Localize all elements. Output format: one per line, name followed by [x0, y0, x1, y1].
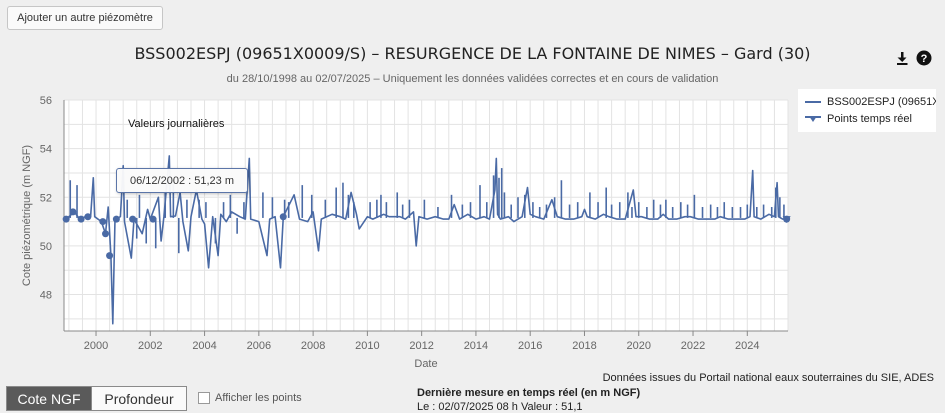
chart-annotation: Valeurs journalières — [128, 118, 225, 130]
x-axis-title: Date — [414, 358, 437, 370]
help-icon[interactable]: ? — [916, 50, 932, 66]
legend-series-label: BSS002ESPJ (09651X0009/S) — [827, 96, 936, 108]
x-tick-label: 2020 — [627, 340, 651, 352]
last-measure-value: Le : 02/07/2025 08 h Valeur : 51,1 — [417, 401, 583, 413]
y-tick-label: 54 — [40, 144, 52, 156]
y-axis-title: Cote piézométrique (m NGF) — [21, 145, 33, 286]
last-measure-label: Dernière mesure en temps réel (en m NGF) — [417, 387, 641, 399]
realtime-point — [62, 215, 70, 223]
x-tick-label: 2000 — [84, 340, 108, 352]
profondeur-button[interactable]: Profondeur — [91, 387, 186, 410]
x-tick-label: 2006 — [247, 340, 271, 352]
realtime-point — [102, 230, 110, 238]
x-tick-label: 2002 — [138, 340, 162, 352]
y-tick-label: 50 — [40, 241, 52, 253]
x-tick-label: 2014 — [464, 340, 488, 352]
download-icon[interactable] — [894, 50, 910, 66]
last-point-marker — [782, 216, 791, 224]
legend-points-label: Points temps réel — [827, 113, 912, 125]
realtime-point — [99, 218, 107, 226]
realtime-point — [279, 213, 287, 221]
y-tick-label: 52 — [40, 192, 52, 204]
svg-text:?: ? — [921, 53, 928, 65]
x-tick-label: 2022 — [681, 340, 705, 352]
x-tick-label: 2012 — [409, 340, 433, 352]
chart-subtitle: du 28/10/1998 au 02/07/2025 – Uniquement… — [226, 73, 719, 85]
x-tick-label: 2010 — [355, 340, 379, 352]
realtime-point — [112, 215, 120, 223]
series-line — [63, 155, 788, 325]
realtime-point — [149, 215, 157, 223]
add-piezometer-button[interactable]: Ajouter un autre piézomètre — [7, 6, 163, 30]
realtime-point — [129, 215, 137, 223]
show-points-label: Afficher les points — [215, 392, 302, 404]
y-tick-label: 48 — [40, 290, 52, 302]
realtime-point — [84, 213, 92, 221]
x-tick-label: 2004 — [192, 340, 216, 352]
legend-item-series[interactable]: BSS002ESPJ (09651X0009/S) — [805, 94, 936, 110]
cote-ngf-button[interactable]: Cote NGF — [7, 387, 91, 410]
plot-area — [64, 100, 788, 331]
show-points-checkbox[interactable]: Afficher les points — [198, 392, 302, 404]
legend-item-points[interactable]: Points temps réel — [805, 111, 912, 127]
y-tick-label: 56 — [40, 95, 52, 107]
checkbox-box[interactable] — [198, 392, 210, 404]
source-text: Données issues du Portail national eaux … — [602, 372, 934, 384]
x-tick-label: 2016 — [518, 340, 542, 352]
mode-toggle: Cote NGF Profondeur — [6, 386, 187, 411]
x-tick-label: 2018 — [572, 340, 596, 352]
data-tooltip: 06/12/2002 : 51,23 m — [116, 168, 248, 193]
realtime-point — [77, 215, 85, 223]
x-tick-label: 2008 — [301, 340, 325, 352]
realtime-point — [69, 208, 77, 216]
chart-title: BSS002ESPJ (09651X0009/S) – RESURGENCE D… — [134, 44, 811, 63]
realtime-point — [106, 252, 114, 260]
chart-legend: BSS002ESPJ (09651X0009/S) Points temps r… — [798, 89, 936, 132]
x-tick-label: 2024 — [735, 340, 759, 352]
